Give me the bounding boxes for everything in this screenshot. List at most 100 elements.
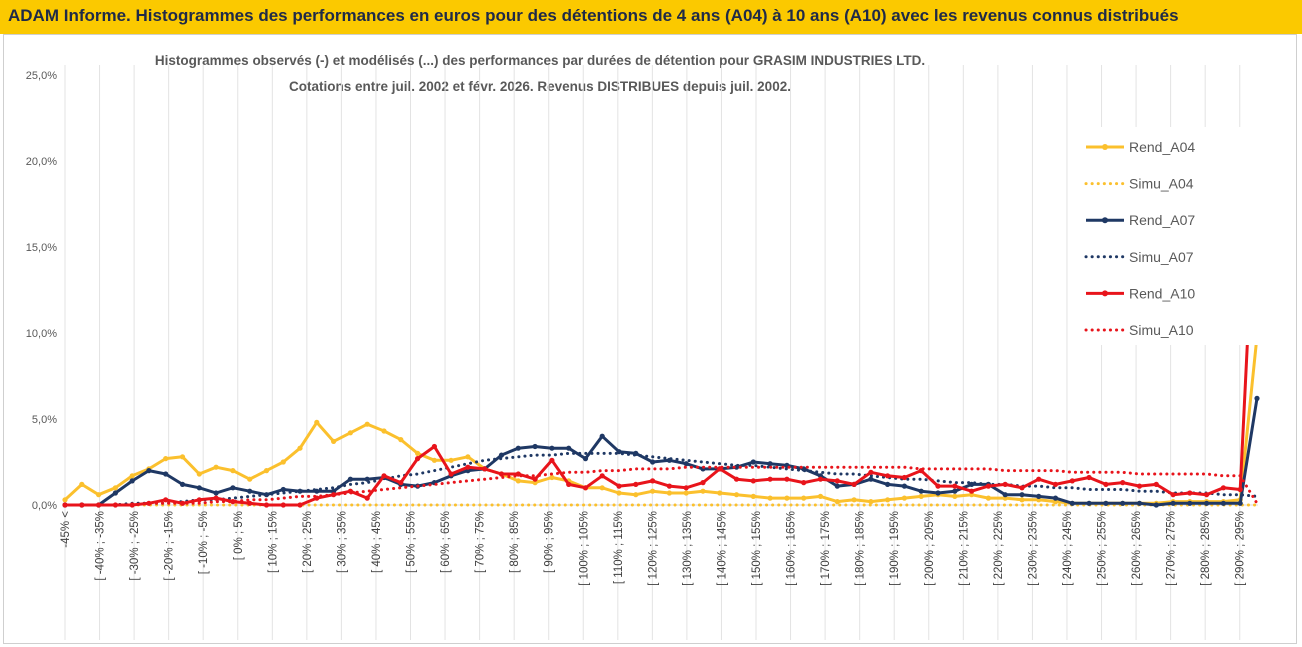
data-point <box>1052 495 1059 501</box>
data-point <box>1002 481 1008 487</box>
data-point <box>901 483 908 489</box>
data-point <box>834 499 840 505</box>
data-point <box>96 492 102 498</box>
data-point <box>733 476 740 482</box>
data-point <box>247 500 253 506</box>
data-point <box>398 437 404 443</box>
legend-label: Rend_A10 <box>1129 285 1195 301</box>
data-point <box>1136 500 1143 506</box>
data-point <box>1153 502 1159 508</box>
data-point <box>1204 492 1210 498</box>
data-point <box>1052 481 1059 487</box>
data-point <box>851 481 857 487</box>
x-tick-label: [ 210% ; 215% <box>958 511 970 586</box>
data-point <box>1220 485 1226 491</box>
data-point <box>129 473 135 479</box>
data-point <box>230 468 236 474</box>
data-point <box>314 419 320 425</box>
data-point <box>1136 483 1143 489</box>
data-point <box>498 452 505 458</box>
data-point <box>515 445 521 451</box>
data-point <box>784 495 790 501</box>
data-point <box>297 502 303 508</box>
data-point <box>196 471 202 477</box>
data-point <box>616 490 622 496</box>
data-point <box>1086 500 1092 506</box>
x-tick-label: [ 60% ; 65% <box>440 511 452 573</box>
chart-title-line-1: Histogrammes observés (-) et modélisés (… <box>155 53 925 68</box>
data-point <box>1120 480 1126 486</box>
data-point <box>448 457 454 463</box>
data-point <box>566 481 572 487</box>
y-tick-label: 0,0% <box>32 500 57 512</box>
data-point <box>750 459 756 465</box>
data-point <box>582 456 589 462</box>
data-point <box>112 490 118 496</box>
data-point <box>683 485 689 491</box>
data-point <box>213 495 219 501</box>
data-point <box>247 476 253 482</box>
data-point <box>213 490 219 496</box>
data-point <box>801 495 807 501</box>
data-point <box>465 464 471 470</box>
data-point <box>683 461 689 467</box>
legend-marker <box>1102 290 1108 297</box>
data-point <box>952 493 958 499</box>
data-point <box>717 490 723 496</box>
data-point <box>1086 474 1092 481</box>
data-point <box>885 473 891 479</box>
x-tick-label: [ 220% ; 225% <box>993 511 1005 586</box>
data-point <box>482 466 488 472</box>
x-tick-label: [ 260% ; 265% <box>1131 511 1143 586</box>
data-point <box>985 495 992 501</box>
data-point <box>96 502 102 508</box>
data-point <box>1069 478 1075 484</box>
legend-label: Rend_A07 <box>1129 212 1195 228</box>
data-point <box>969 488 975 494</box>
data-point <box>230 485 236 491</box>
x-tick-label: [ 140% ; 145% <box>716 511 728 586</box>
gridlines <box>64 65 1241 640</box>
data-point <box>1237 500 1243 506</box>
data-point <box>1204 500 1210 506</box>
data-point <box>1187 500 1193 506</box>
data-point <box>767 495 773 501</box>
chart: Histogrammes observés (-) et modélisés (… <box>26 53 1262 640</box>
data-point <box>431 443 437 450</box>
series-line-simu-a10 <box>63 465 1259 507</box>
data-point <box>196 497 202 503</box>
legend-marker <box>1102 144 1108 150</box>
data-point <box>398 480 404 486</box>
data-point <box>666 490 673 496</box>
x-tick-label: [ 190% ; 195% <box>889 511 901 586</box>
data-point <box>834 478 840 484</box>
x-axis: -45% < [ -40% ; -35% [ -30% ; -25% [ -20% ;… <box>60 511 1247 586</box>
data-point <box>381 428 387 434</box>
data-point <box>364 421 370 427</box>
data-point <box>650 459 656 465</box>
x-tick-label: [ 200% ; 205% <box>924 511 936 586</box>
data-point <box>767 461 773 467</box>
legend-marker <box>1102 217 1108 224</box>
data-point <box>498 471 505 477</box>
data-point <box>700 480 706 486</box>
data-point <box>935 483 941 489</box>
chart-frame: Histogrammes observés (-) et modélisés (… <box>3 34 1297 644</box>
data-point <box>163 497 169 503</box>
data-point <box>549 474 555 481</box>
data-point <box>280 502 286 508</box>
x-tick-label: [ 40% ; 45% <box>371 511 383 573</box>
data-point <box>1220 500 1226 506</box>
series-line-rend-a10 <box>65 147 1259 507</box>
data-point <box>566 445 572 451</box>
data-point <box>1036 493 1042 499</box>
x-tick-label: [ 90% ; 95% <box>544 511 556 573</box>
data-point <box>935 490 941 496</box>
x-tick-label: [ 290% ; 295% <box>1235 511 1247 586</box>
data-point <box>1254 395 1260 401</box>
data-point <box>1120 500 1126 506</box>
data-point <box>230 499 236 505</box>
data-point <box>280 486 286 493</box>
x-tick-label: [ 70% ; 75% <box>475 511 487 573</box>
data-point <box>331 438 337 444</box>
